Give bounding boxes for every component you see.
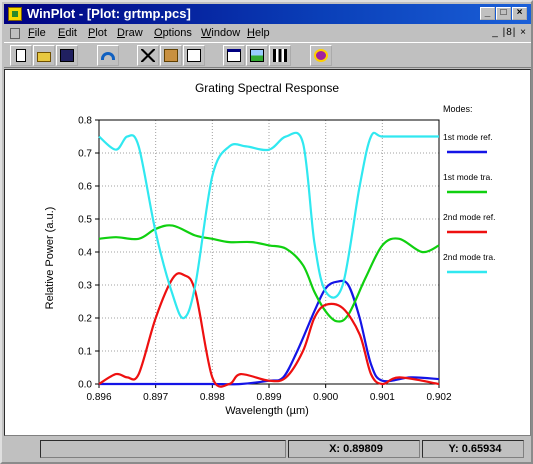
- cut-button[interactable]: [137, 45, 159, 66]
- window-icon: [227, 49, 241, 62]
- save-button[interactable]: [56, 45, 78, 66]
- cut-icon: [141, 49, 155, 62]
- about-button[interactable]: [310, 45, 332, 66]
- about-icon: [314, 49, 328, 62]
- close-button[interactable]: ×: [512, 7, 527, 20]
- series-line-1st-mode-tra[interactable]: [98, 224, 440, 323]
- new-button[interactable]: [10, 45, 32, 66]
- save-icon: [60, 49, 74, 62]
- chart-icon: [273, 49, 287, 62]
- image-button[interactable]: [246, 45, 268, 66]
- y-tick-label: 0.7: [78, 149, 92, 160]
- window-title: WinPlot - [Plot: grtmp.pcs]: [27, 6, 191, 21]
- series-line-1st-mode-ref[interactable]: [99, 279, 440, 386]
- open-icon: [37, 52, 51, 62]
- menu-options[interactable]: Options: [154, 27, 192, 39]
- edit-button[interactable]: [183, 45, 205, 66]
- edit-icon: [187, 49, 201, 62]
- menu-draw[interactable]: Draw: [117, 27, 143, 39]
- y-coordinate-readout: Y: 0.65934: [422, 440, 524, 458]
- legend-label-1st-mode-ref: 1st mode ref.: [443, 132, 493, 142]
- series-line-2nd-mode-ref[interactable]: [98, 272, 440, 388]
- mdi-window-controls[interactable]: _ |8| ×: [492, 27, 527, 38]
- x-tick-label: 0.898: [200, 392, 225, 403]
- menu-plot[interactable]: Plot: [88, 27, 107, 39]
- x-tick-label: 0.896: [86, 392, 111, 403]
- x-axis-label: Wavelength (µm): [225, 405, 309, 417]
- menu-file[interactable]: File: [28, 27, 46, 39]
- y-axis-label: Relative Power (a.u.): [44, 207, 56, 310]
- spectral-response-chart[interactable]: 0.896 0.897 0.898 0.899 0.900 0.901 0.902 0.0 0.…: [5, 70, 530, 435]
- window-button[interactable]: [223, 45, 245, 66]
- legend-label-1st-mode-tra: 1st mode tra.: [443, 172, 493, 182]
- new-icon: [16, 49, 26, 62]
- chart-button[interactable]: [269, 45, 291, 66]
- y-tick-label: 0.0: [78, 380, 92, 391]
- undo-button[interactable]: [97, 45, 119, 66]
- x-tick-label: 0.901: [370, 392, 395, 403]
- status-message-pane: [40, 440, 286, 458]
- y-tick-label: 0.3: [78, 281, 92, 292]
- app-logo-icon[interactable]: [8, 7, 22, 21]
- legend-label-2nd-mode-tra: 2nd mode tra.: [443, 252, 495, 262]
- image-icon: [250, 49, 264, 62]
- plot-area[interactable]: 0.896 0.897 0.898 0.899 0.900 0.901 0.902 0.0 0.…: [4, 69, 531, 436]
- document-menu-icon[interactable]: [10, 28, 20, 39]
- y-tick-label: 0.6: [78, 182, 92, 193]
- menu-edit[interactable]: Edit: [58, 27, 77, 39]
- x-tick-label: 0.899: [256, 392, 281, 403]
- paste-icon: [164, 49, 178, 62]
- y-tick-label: 0.5: [78, 215, 92, 226]
- y-tick-label: 0.1: [78, 347, 92, 358]
- x-tick-label: 0.897: [143, 392, 168, 403]
- toolbar: [4, 42, 531, 68]
- legend-title: Modes:: [443, 104, 473, 114]
- y-tick-label: 0.4: [78, 248, 92, 259]
- series-line-2nd-mode-tra[interactable]: [98, 131, 439, 320]
- x-coordinate-readout: X: 0.89809: [288, 440, 420, 458]
- status-bar: X: 0.89809 Y: 0.65934: [4, 438, 531, 460]
- legend-label-2nd-mode-ref: 2nd mode ref.: [443, 212, 495, 222]
- menu-window[interactable]: Window: [201, 27, 241, 39]
- y-tick-label: 0.8: [78, 116, 92, 127]
- minimize-button[interactable]: _: [480, 7, 495, 20]
- open-button[interactable]: [33, 45, 55, 66]
- maximize-button[interactable]: □: [496, 7, 511, 20]
- x-tick-label: 0.902: [426, 392, 451, 403]
- chart-title: Grating Spectral Response: [195, 81, 339, 95]
- title-bar[interactable]: WinPlot - [Plot: grtmp.pcs] _ □ ×: [4, 4, 531, 24]
- y-tick-label: 0.2: [78, 314, 92, 325]
- x-tick-label: 0.900: [313, 392, 338, 403]
- menu-bar: File Edit Plot Draw Options Window Help …: [4, 25, 531, 42]
- paste-button[interactable]: [160, 45, 182, 66]
- undo-icon: [101, 52, 115, 60]
- menu-help[interactable]: Help: [247, 27, 270, 39]
